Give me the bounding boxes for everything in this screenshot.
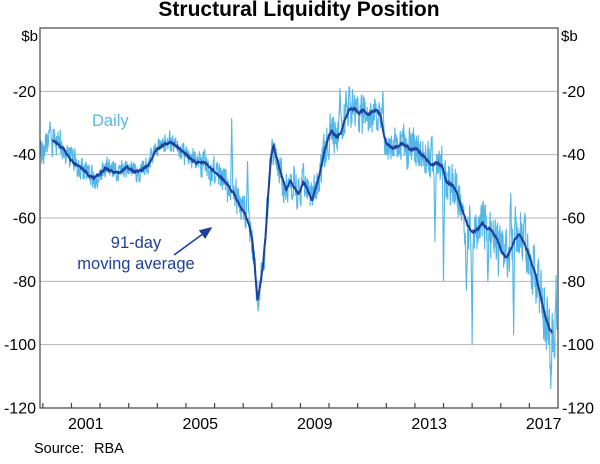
y-tick-label-left: -120 [4, 401, 36, 418]
y-axis-unit-right: $b [561, 28, 578, 45]
plot-border [39, 27, 559, 409]
axis-tick-labels: -20 -20 -40 -40 -60 -60 -80 -80 -100 -100 -120 -120… [4, 84, 594, 433]
y-tick-label-right: -120 [562, 401, 594, 418]
x-tick-label: 2013 [411, 416, 447, 433]
annotation-arrow [173, 227, 213, 256]
source-note: Source: RBA [34, 441, 124, 457]
x-tick-label: 2017 [526, 416, 562, 433]
moving-average-annotation-line1: 91-day [110, 234, 162, 252]
x-tick-label: 2005 [182, 416, 218, 433]
y-tick-label-left: -20 [13, 84, 36, 101]
y-tick-label-left: -40 [13, 147, 36, 164]
y-tick-label-right: -60 [562, 211, 585, 228]
daily-series-label: Daily [92, 112, 129, 130]
axes-frame [39, 27, 559, 409]
y-tick-label-left: -80 [13, 274, 36, 291]
y-tick-label-left: -60 [13, 211, 36, 228]
y-axis-unit-left: $b [21, 28, 38, 45]
moving-average-annotation: 91-day moving average [48, 233, 224, 275]
x-tick-label: 2009 [297, 416, 333, 433]
y-tick-label-right: -40 [562, 147, 585, 164]
y-tick-label-right: -20 [562, 84, 585, 101]
moving-average-line [51, 106, 553, 334]
source-label: Source: [34, 441, 84, 457]
y-tick-label-left: -100 [4, 337, 36, 354]
source-value: RBA [93, 441, 124, 457]
y-tick-label-right: -100 [562, 337, 594, 354]
y-tick-label-right: -80 [562, 274, 585, 291]
chart-title: Structural Liquidity Position [158, 0, 440, 21]
x-tick-label: 2001 [68, 416, 104, 433]
moving-average-annotation-line2: moving average [77, 255, 195, 273]
daily-series-line [40, 86, 558, 390]
